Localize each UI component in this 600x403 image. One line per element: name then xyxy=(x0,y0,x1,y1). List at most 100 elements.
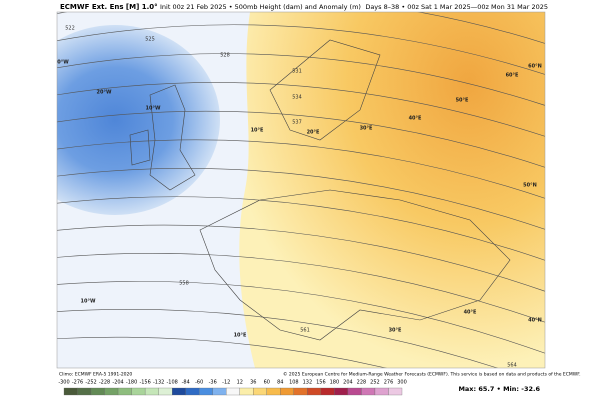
negative-anomaly xyxy=(57,25,220,215)
colorbar-swatch xyxy=(361,387,376,396)
colorbar-swatch xyxy=(266,387,281,396)
lonlat-label: 20°W xyxy=(97,90,112,96)
colorbar-swatch xyxy=(320,387,335,396)
contour-line xyxy=(57,110,545,168)
contour-label: 537 xyxy=(292,120,302,126)
colorbar-swatch xyxy=(280,387,294,396)
lonlat-label: 40°E xyxy=(409,116,422,122)
lonlat-label: 10°E xyxy=(251,128,264,134)
contour-line xyxy=(57,24,545,75)
colorbar-label: 156 xyxy=(316,380,326,386)
positive-anomaly xyxy=(239,12,545,368)
colorbar-label: -156 xyxy=(139,380,150,386)
colorbar-swatch xyxy=(226,387,240,396)
contour-label: 531 xyxy=(292,69,302,75)
contour-line xyxy=(57,252,545,323)
colorbar-swatch xyxy=(144,387,159,396)
colorbar-label: -12 xyxy=(222,380,230,386)
lonlat-label: 60°E xyxy=(506,73,519,79)
lonlat-label: 10°E xyxy=(234,333,247,339)
colorbar-label: -204 xyxy=(112,380,123,386)
colorbar-label: -132 xyxy=(153,380,164,386)
colorbar-label: 60 xyxy=(264,380,270,386)
contour-line xyxy=(57,196,545,261)
contour-line xyxy=(57,281,545,354)
colorbar-label: 300 xyxy=(397,380,407,386)
colorbar-label: 108 xyxy=(289,380,299,386)
colorbar-swatch xyxy=(253,387,267,396)
colorbar-label: 228 xyxy=(357,380,367,386)
contour-line xyxy=(57,12,545,44)
colorbar-label: 132 xyxy=(303,380,313,386)
colorbar-label: 84 xyxy=(277,380,283,386)
colorbar-label: -60 xyxy=(195,380,203,386)
colorbar-label: -108 xyxy=(166,380,177,386)
lonlat-label: 40°N xyxy=(528,318,542,324)
colorbar-swatch xyxy=(172,387,186,396)
colorbar-label: 36 xyxy=(250,380,256,386)
contour-label: 561 xyxy=(300,328,310,334)
contour-label: 564 xyxy=(507,363,517,369)
colorbar-swatch xyxy=(199,387,213,396)
colorbar-swatch xyxy=(293,387,308,396)
colorbar: -300 -276 -252 -228 -204 -180 -156 -132 -108 -84-… xyxy=(58,380,407,396)
colorbar-swatch xyxy=(117,387,132,396)
contour-label: 558 xyxy=(179,281,189,287)
colorbar-swatch xyxy=(104,387,119,396)
colorbar-label: 12 xyxy=(237,380,243,386)
map xyxy=(57,12,545,368)
colorbar-swatch xyxy=(158,387,173,396)
coastlines xyxy=(129,39,511,341)
colorbar-label: -36 xyxy=(209,380,217,386)
lonlat-label: 40°E xyxy=(464,310,477,316)
stats: Max: 65.7 • Min: -32.6 xyxy=(458,385,540,393)
colorbar-swatch xyxy=(307,387,322,396)
contours xyxy=(57,12,545,368)
map-frame xyxy=(56,11,546,369)
contour-line xyxy=(57,224,545,292)
colorbar-swatch xyxy=(212,387,227,396)
lonlat-label: 30°E xyxy=(389,328,402,334)
climo: Climo: ECMWF ERA-5 1991-2020 xyxy=(59,372,132,378)
colorbar-label: -84 xyxy=(182,380,190,386)
lonlat-label: 30°E xyxy=(360,126,373,132)
contour-label: 534 xyxy=(292,95,302,101)
lonlat-label: 10°W xyxy=(81,299,96,305)
colorbar-label: -180 xyxy=(126,380,137,386)
lonlat-label: 0°W xyxy=(57,60,69,66)
init: Init 00z 21 Feb 2025 • 500mb Height (dam… xyxy=(160,3,361,11)
colorbar-label: 252 xyxy=(370,380,380,386)
contour-line xyxy=(57,53,545,106)
colorbar-label: -252 xyxy=(85,380,96,386)
product: ECMWF Ext. Ens [M] 1.0° xyxy=(60,3,158,11)
colorbar-swatch xyxy=(185,387,200,396)
contour-label: 525 xyxy=(145,37,155,43)
contour-line xyxy=(57,309,499,368)
lonlat-label: 50°E xyxy=(456,98,469,104)
colorbar-swatch xyxy=(77,387,92,396)
colorbar-swatch xyxy=(63,387,78,396)
contour-label: 522 xyxy=(65,26,75,32)
contour-line xyxy=(57,168,545,230)
contour-label: 528 xyxy=(220,53,230,59)
lonlat-label: 10°W xyxy=(146,106,161,112)
colorbar-swatch xyxy=(90,387,105,396)
colorbar-swatch xyxy=(131,387,146,396)
colorbar-label: 276 xyxy=(384,380,394,386)
valid: Days 8–38 • 00z Sat 1 Mar 2025—00z Mon 3… xyxy=(365,3,548,11)
lonlat-label: 50°N xyxy=(523,183,537,189)
colorbar-label: 204 xyxy=(343,380,353,386)
colorbar-label: -276 xyxy=(72,380,83,386)
colorbar-label: -300 xyxy=(58,380,69,386)
copyright: © 2025 European Centre for Medium-Range … xyxy=(283,371,581,378)
colorbar-label: 180 xyxy=(330,380,340,386)
contour-line xyxy=(57,139,545,199)
colorbar-swatch xyxy=(374,387,389,396)
lonlat-label: 60°N xyxy=(528,64,542,70)
colorbar-swatch xyxy=(239,387,254,396)
colorbar-swatch xyxy=(388,387,403,396)
colorbar-swatch xyxy=(347,387,362,396)
contour-line xyxy=(57,82,545,137)
contour-line xyxy=(57,336,387,368)
